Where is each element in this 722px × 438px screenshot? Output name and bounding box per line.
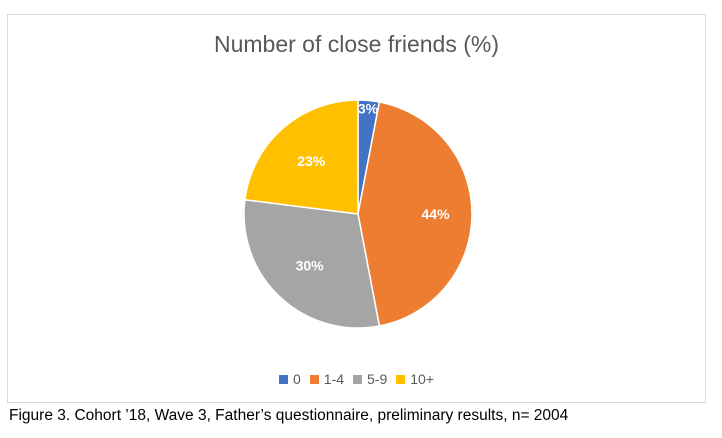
legend-item-1-4: 1-4: [309, 371, 345, 387]
pie-slice-10+: [244, 99, 359, 215]
legend-item-10+: 10+: [396, 371, 434, 387]
legend-item-5-9: 5-9: [353, 371, 387, 387]
data-label-5-9: 30%: [296, 258, 325, 274]
legend-label: 5-9: [367, 371, 388, 387]
pie-slice-5-9: [243, 198, 381, 329]
legend-item-0: 0: [278, 371, 301, 387]
legend-swatch: [396, 374, 406, 384]
pie-slice-1-4: [357, 101, 473, 327]
data-label-0: 3%: [358, 100, 379, 116]
legend-label: 10+: [410, 371, 434, 387]
chart-legend: 0 1-4 5-9 10+: [8, 371, 705, 387]
legend-swatch: [278, 374, 288, 384]
legend-label: 0: [292, 371, 301, 387]
data-label-1-4: 44%: [422, 206, 451, 222]
figure-caption: Figure 3. Cohort ’18, Wave 3, Father’s q…: [9, 407, 569, 424]
pie-chart: 3% 44% 30% 23%: [243, 99, 473, 329]
chart-title: Number of close friends (%): [213, 31, 500, 57]
legend-swatch: [309, 374, 319, 384]
legend-swatch: [353, 374, 363, 384]
legend-label: 1-4: [323, 371, 345, 387]
chart-area: Number of close friends (%) 3% 44% 30% 23% …: [7, 14, 706, 403]
data-label-10+: 23%: [297, 153, 326, 169]
